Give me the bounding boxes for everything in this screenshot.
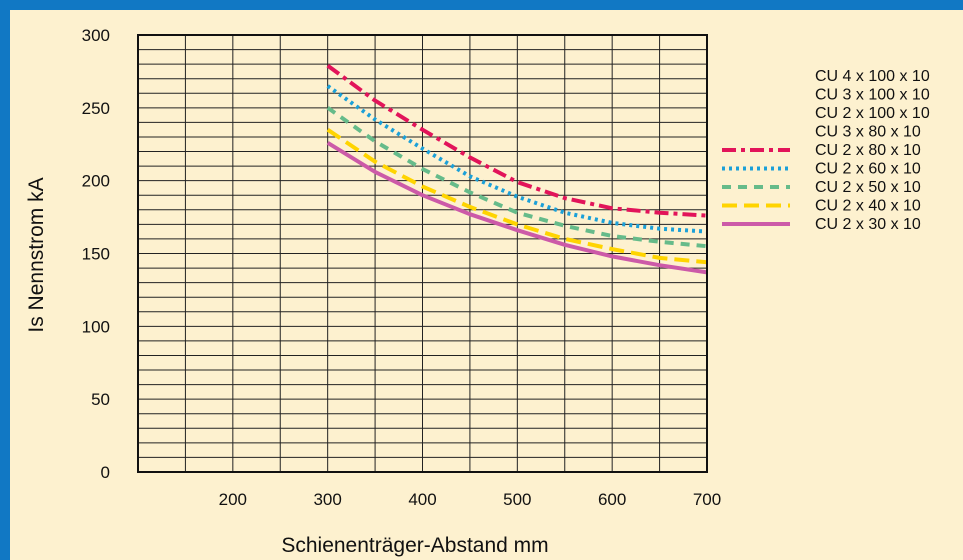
y-tick-label: 300 [82, 26, 110, 45]
legend-label: CU 4 x 100 x 10 [815, 68, 930, 85]
series-lines [326, 63, 708, 275]
y-tick-label: 150 [82, 245, 110, 264]
grid [138, 35, 707, 472]
y-tick-label: 0 [101, 463, 110, 482]
legend-label: CU 2 x 30 x 10 [815, 216, 921, 233]
legend-label: CU 2 x 100 x 10 [815, 105, 930, 122]
chart-panel: 0 50 100 150 200 250 300 200 300 400 500 600 700 Sch… [10, 10, 963, 560]
x-tick-label: 300 [313, 490, 341, 509]
x-tick-label: 400 [408, 490, 436, 509]
legend-label: CU 2 x 50 x 10 [815, 179, 921, 196]
series-line-cu-2-x-60-x-10 [326, 84, 708, 234]
legend-label: CU 2 x 60 x 10 [815, 161, 921, 178]
series-line-cu-2-x-30-x-10 [326, 141, 708, 275]
legend-label: CU 3 x 100 x 10 [815, 87, 930, 104]
y-tick-label: 200 [82, 172, 110, 191]
series-line-cu-2-x-40-x-10 [326, 128, 708, 265]
plot-border [137, 34, 708, 473]
legend-label: CU 2 x 40 x 10 [815, 198, 921, 215]
x-tick-label: 200 [219, 490, 247, 509]
legend-label: CU 2 x 80 x 10 [815, 142, 921, 159]
axes [137, 34, 708, 473]
x-tick-label: 500 [503, 490, 531, 509]
x-axis-label: Schienenträger-Abstand mm [281, 534, 548, 557]
y-tick-label: 250 [82, 99, 110, 118]
x-tick-label: 700 [693, 490, 721, 509]
tick-labels: 0 50 100 150 200 250 300 200 300 400 500 600 700 [82, 26, 722, 509]
legend-label: CU 3 x 80 x 10 [815, 124, 921, 141]
x-tick-label: 600 [598, 490, 626, 509]
y-tick-label: 50 [91, 390, 110, 409]
line-chart: 0 50 100 150 200 250 300 200 300 400 500 600 700 Sch… [25, 26, 930, 557]
y-tick-label: 100 [82, 317, 110, 336]
y-axis-label: Is Nennstrom kA [25, 177, 48, 332]
series-line-cu-2-x-80-x-10 [326, 63, 708, 218]
